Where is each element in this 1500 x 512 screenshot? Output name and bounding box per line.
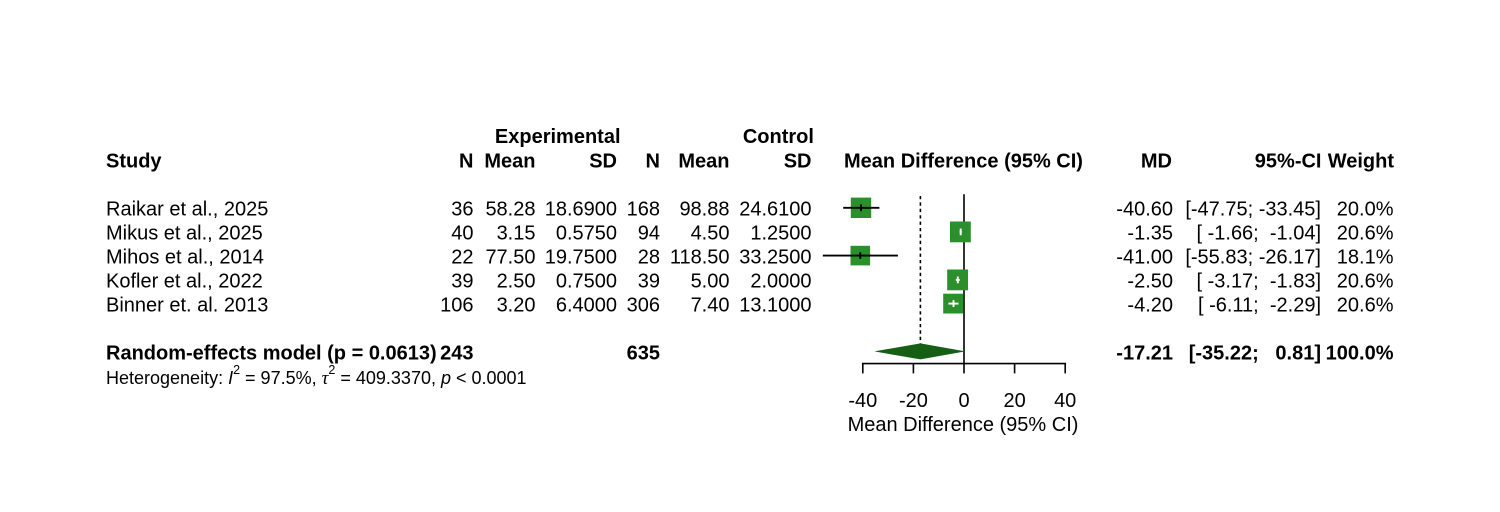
svg-text:243: 243	[440, 343, 473, 365]
svg-text:Mean: Mean	[678, 151, 729, 173]
svg-text:20.6%: 20.6%	[1337, 222, 1394, 244]
svg-text:Control: Control	[743, 126, 814, 148]
svg-text:40: 40	[451, 222, 473, 244]
svg-text:13.1000: 13.1000	[739, 295, 811, 317]
svg-text:Study: Study	[106, 151, 162, 173]
svg-text:-4.20: -4.20	[1127, 295, 1173, 317]
svg-text:19.7500: 19.7500	[545, 247, 617, 269]
svg-text:77.50: 77.50	[485, 247, 535, 269]
svg-text:[ -3.17; -1.83]: [ -3.17; -1.83]	[1196, 271, 1321, 293]
svg-text:24.6100: 24.6100	[739, 198, 811, 220]
svg-text:Mean Difference (95% CI): Mean Difference (95% CI)	[844, 151, 1083, 173]
svg-text:[-35.22; 0.81]: [-35.22; 0.81]	[1189, 343, 1321, 365]
svg-text:94: 94	[638, 222, 660, 244]
svg-text:-40.60: -40.60	[1116, 198, 1173, 220]
svg-text:20: 20	[1003, 390, 1025, 412]
svg-text:18.1%: 18.1%	[1337, 247, 1394, 269]
svg-text:N: N	[459, 151, 473, 173]
svg-text:106: 106	[440, 295, 473, 317]
svg-text:20.6%: 20.6%	[1337, 295, 1394, 317]
svg-text:2.50: 2.50	[497, 271, 536, 293]
svg-text:SD: SD	[589, 151, 617, 173]
svg-text:18.6900: 18.6900	[545, 198, 617, 220]
svg-text:Binner et. al. 2013: Binner et. al. 2013	[106, 295, 268, 317]
svg-text:Heterogeneity: I2 = 97.5%, τ2: Heterogeneity: I2 = 97.5%, τ2 = 409.3370…	[106, 363, 527, 389]
svg-text:36: 36	[451, 198, 473, 220]
svg-text:Kofler et al., 2022: Kofler et al., 2022	[106, 271, 263, 293]
svg-text:28: 28	[638, 247, 660, 269]
svg-text:0.5750: 0.5750	[556, 222, 617, 244]
svg-text:3.15: 3.15	[497, 222, 536, 244]
svg-text:Random-effects model (p = 0.06: Random-effects model (p = 0.0613)	[106, 343, 437, 365]
svg-text:Mean Difference (95% CI): Mean Difference (95% CI)	[848, 414, 1079, 436]
svg-text:306: 306	[627, 295, 660, 317]
svg-text:Mikus et al., 2025: Mikus et al., 2025	[106, 222, 263, 244]
svg-text:0: 0	[958, 390, 969, 412]
svg-text:N: N	[646, 151, 660, 173]
svg-text:20.6%: 20.6%	[1337, 271, 1394, 293]
svg-text:1.2500: 1.2500	[750, 222, 811, 244]
svg-text:2.0000: 2.0000	[750, 271, 811, 293]
svg-text:-2.50: -2.50	[1127, 271, 1173, 293]
svg-text:635: 635	[627, 343, 660, 365]
svg-text:Experimental: Experimental	[495, 126, 621, 148]
svg-text:6.4000: 6.4000	[556, 295, 617, 317]
svg-text:5.00: 5.00	[691, 271, 730, 293]
svg-text:0.7500: 0.7500	[556, 271, 617, 293]
svg-text:[-47.75; -33.45]: [-47.75; -33.45]	[1185, 198, 1321, 220]
svg-text:-1.35: -1.35	[1127, 222, 1173, 244]
svg-text:Mean: Mean	[484, 151, 535, 173]
svg-text:Weight: Weight	[1328, 151, 1395, 173]
svg-text:-17.21: -17.21	[1116, 343, 1173, 365]
svg-text:MD: MD	[1141, 151, 1172, 173]
svg-text:SD: SD	[784, 151, 812, 173]
svg-text:Mihos et al., 2014: Mihos et al., 2014	[106, 247, 264, 269]
svg-text:-20: -20	[899, 390, 928, 412]
svg-text:39: 39	[638, 271, 660, 293]
svg-text:[-55.83; -26.17]: [-55.83; -26.17]	[1185, 247, 1321, 269]
svg-text:22: 22	[451, 247, 473, 269]
svg-text:3.20: 3.20	[497, 295, 536, 317]
svg-text:40: 40	[1054, 390, 1076, 412]
svg-text:[ -6.11; -2.29]: [ -6.11; -2.29]	[1198, 295, 1321, 317]
svg-text:98.88: 98.88	[679, 198, 729, 220]
svg-text:Raikar et al., 2025: Raikar et al., 2025	[106, 198, 268, 220]
svg-text:95%-CI: 95%-CI	[1255, 151, 1322, 173]
svg-text:4.50: 4.50	[691, 222, 730, 244]
svg-text:20.0%: 20.0%	[1337, 198, 1394, 220]
svg-text:100.0%: 100.0%	[1326, 343, 1394, 365]
svg-text:168: 168	[627, 198, 660, 220]
svg-text:58.28: 58.28	[485, 198, 535, 220]
svg-text:-40: -40	[848, 390, 877, 412]
svg-text:[ -1.66; -1.04]: [ -1.66; -1.04]	[1196, 222, 1321, 244]
svg-text:39: 39	[451, 271, 473, 293]
svg-text:7.40: 7.40	[691, 295, 730, 317]
svg-text:33.2500: 33.2500	[739, 247, 811, 269]
svg-text:-41.00: -41.00	[1116, 247, 1173, 269]
svg-text:118.50: 118.50	[670, 247, 730, 269]
